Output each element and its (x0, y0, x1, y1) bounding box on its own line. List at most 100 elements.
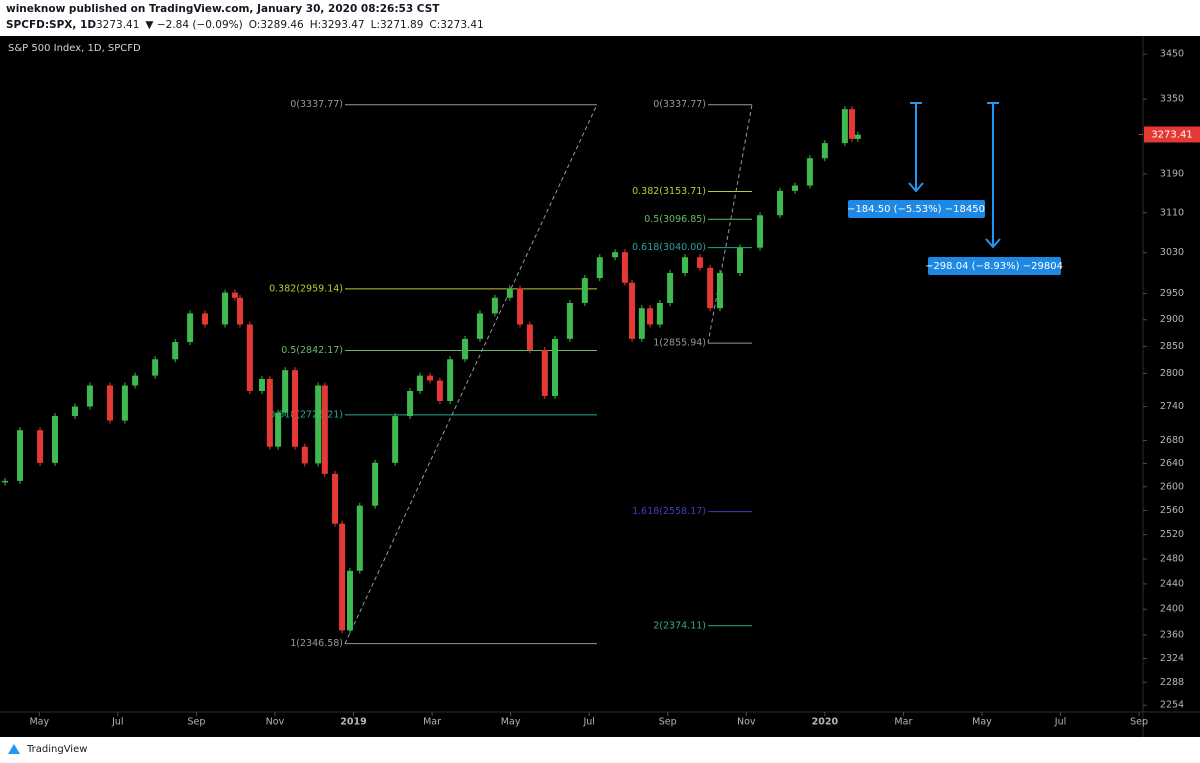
candle (132, 375, 139, 386)
candle (37, 430, 44, 463)
quote-item: ▼ −2.84 (−0.09%) (145, 19, 242, 31)
fib-label: 1(2855.94) (653, 338, 706, 349)
candle (462, 338, 469, 360)
candle (596, 257, 603, 279)
fib-label: 2(2374.11) (653, 620, 706, 631)
candle (841, 109, 848, 144)
fib-trend (707, 104, 753, 344)
candle (777, 190, 784, 216)
candle (581, 278, 588, 303)
candle (356, 505, 363, 571)
fib-label: 0(3337.77) (290, 99, 343, 110)
symbol: SPCFD:SPX, 1D (6, 19, 96, 31)
candle (526, 324, 533, 351)
candle (517, 288, 524, 325)
footer-bg (0, 737, 1200, 763)
candle (86, 385, 93, 407)
last-price-tag (1144, 126, 1200, 143)
candle (854, 134, 861, 139)
candle (392, 416, 399, 463)
brand-logo (8, 744, 20, 754)
candle (275, 412, 282, 447)
candle (707, 267, 714, 309)
candle (757, 215, 764, 248)
x-tick-label: Mar (423, 717, 441, 728)
y-tick-label: 2560 (1160, 505, 1184, 516)
publisher: wineknow published on TradingView.com, J… (6, 3, 440, 15)
x-tick-label: Jul (1054, 717, 1066, 728)
x-tick-label: Nov (266, 717, 285, 728)
quote-item: O:3289.46 (249, 19, 304, 31)
candle (72, 406, 79, 417)
candle (372, 462, 379, 506)
chart-title: S&P 500 Index, 1D, SPCFD (8, 43, 141, 54)
y-tick-label: 2520 (1160, 529, 1184, 540)
y-tick-label: 2480 (1160, 554, 1184, 565)
candle (51, 416, 58, 463)
y-tick-label: 2850 (1160, 341, 1184, 352)
candle (121, 385, 128, 421)
x-tick-label: Nov (737, 717, 756, 728)
fib-label: 0.382(2959.14) (269, 283, 343, 294)
y-tick-label: 3030 (1160, 247, 1184, 258)
candle (187, 313, 194, 343)
quote-item: 3273.41 (96, 19, 139, 31)
candle (447, 359, 454, 401)
candle (791, 185, 798, 191)
candle (612, 252, 619, 258)
candle (716, 273, 723, 309)
fib-label: 0(3337.77) (653, 99, 706, 110)
candle (848, 109, 855, 139)
y-tick-label: 2254 (1160, 700, 1184, 711)
x-tick-label: Sep (1130, 717, 1148, 728)
y-tick-label: 2440 (1160, 578, 1184, 589)
y-tick-label: 2740 (1160, 401, 1184, 412)
candle (339, 523, 346, 631)
candle (696, 257, 703, 268)
candle (416, 375, 423, 392)
y-tick-label: 3450 (1160, 49, 1184, 60)
candle (737, 247, 744, 274)
candle (332, 473, 339, 524)
header-bg (0, 0, 1200, 36)
y-tick-label: 2288 (1160, 677, 1184, 688)
fib-label: 0.618(2725.21) (269, 409, 343, 420)
x-tick-label: May (972, 717, 992, 728)
fib-label: 1.618(2558.17) (632, 506, 706, 517)
candle (258, 378, 265, 392)
measure-arrow-head (985, 238, 1001, 249)
candle (202, 313, 209, 325)
candle (301, 446, 308, 464)
y-tick-label: 2400 (1160, 604, 1184, 615)
x-tick-label: May (29, 717, 49, 728)
candle (172, 342, 179, 360)
fib-trend (344, 104, 598, 644)
measure-box (848, 200, 985, 218)
x-tick-label: 2020 (812, 717, 839, 728)
y-tick-label: 3110 (1160, 207, 1184, 218)
x-tick-label: Jul (582, 717, 594, 728)
candle (667, 273, 674, 303)
candle (541, 350, 548, 396)
candle (407, 391, 414, 417)
y-tick-label: 2324 (1160, 653, 1184, 664)
candle (152, 359, 159, 376)
measure-arrow-head (908, 182, 924, 193)
candle (427, 375, 434, 381)
candle (566, 302, 573, 339)
x-tick-label: 2019 (340, 717, 366, 728)
candle (682, 257, 689, 274)
fib-label: 0.5(2842.17) (281, 345, 343, 356)
candle (315, 385, 322, 464)
quote-item: C:3273.41 (429, 19, 483, 31)
x-tick-label: Mar (894, 717, 912, 728)
measure-box (928, 257, 1061, 275)
candle (236, 297, 243, 325)
quote-item: L:3271.89 (371, 19, 424, 31)
candle (628, 282, 635, 339)
candle (282, 370, 289, 413)
y-tick-label: 2950 (1160, 288, 1184, 299)
candle (346, 570, 353, 631)
y-tick-label: 2640 (1160, 458, 1184, 469)
